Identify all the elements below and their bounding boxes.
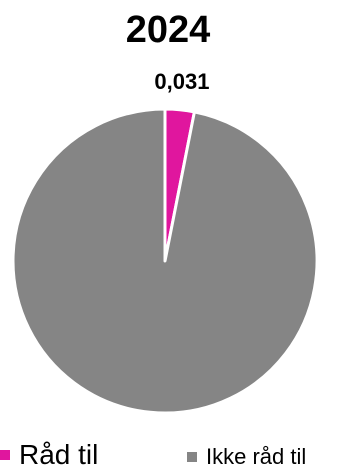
pie-slice-1: [11, 107, 319, 415]
legend-label-rad-til: Råd til: [19, 439, 99, 470]
legend-label-ikke-rad-til: Ikke råd til: [206, 444, 307, 469]
legend: Råd til Ikke råd til: [0, 438, 352, 472]
legend-swatch-rad-til: [0, 450, 10, 460]
chart-title: 2024: [125, 9, 211, 51]
legend-item-ikke-rad-til: Ikke råd til: [187, 444, 306, 470]
legend-swatch-ikke-rad-til: [187, 452, 197, 462]
legend-item-rad-til: Råd til: [0, 440, 98, 470]
data-label-0: 0,031: [154, 69, 209, 94]
